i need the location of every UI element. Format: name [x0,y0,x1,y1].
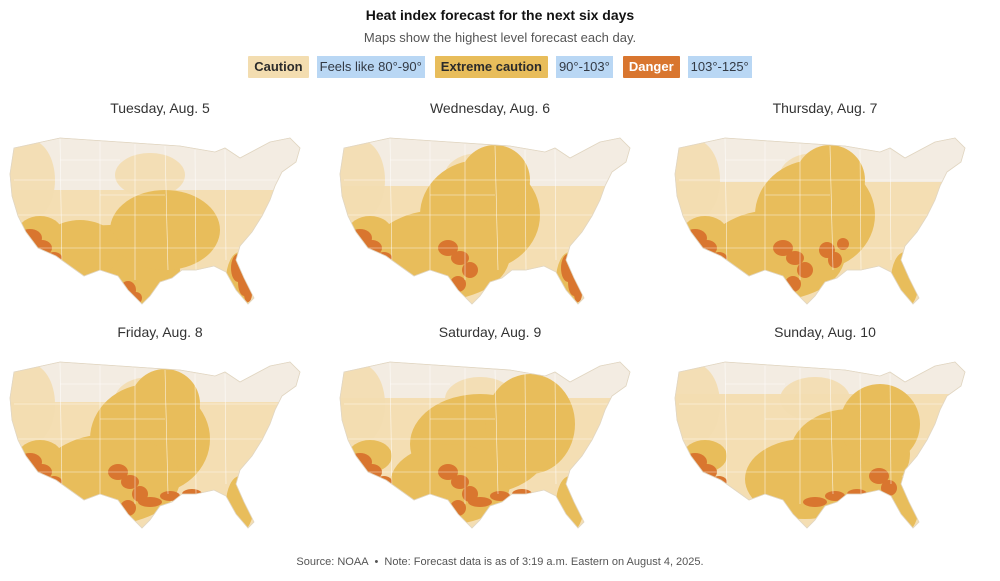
danger-area [711,252,727,264]
us-border [674,137,966,305]
legend-extreme-caution-range: 90°-103° [555,56,613,78]
state-border [554,373,557,485]
heat-layer [10,362,300,528]
legend-danger-range: 103°-125° [687,56,752,78]
state-border [554,149,557,261]
map-panel-3: Thursday, Aug. 7 [665,100,985,320]
map-panel-title: Saturday, Aug. 9 [438,324,542,340]
us-border [339,361,631,529]
us-map [9,137,301,305]
danger-area [490,491,510,501]
legend-item-danger: Danger 103°-125° [622,56,752,78]
us-map [339,361,631,529]
state-border [164,145,169,271]
state-border [889,373,892,485]
state-border [859,373,862,495]
extreme-caution-area [485,374,575,474]
state-border [224,149,227,261]
map-panel-1: Tuesday, Aug. 5 [0,100,320,320]
state-border [524,149,527,271]
legend: Caution Feels like 80°-90° Extreme cauti… [0,56,1000,78]
danger-area [462,262,478,278]
danger-area [711,476,727,488]
danger-area [138,497,162,507]
danger-area [803,497,827,507]
map-panel-title: Thursday, Aug. 7 [772,100,878,116]
danger-area [121,475,139,489]
us-map [9,361,301,529]
state-border [889,149,892,261]
state-border [494,369,499,495]
us-map [674,137,966,305]
us-border [674,361,966,529]
state-border [859,149,862,271]
us-map [339,137,631,305]
chart-subtitle: Maps show the highest level forecast eac… [363,30,637,45]
forecast-note: Note: Forecast data is as of 3:19 a.m. E… [384,556,704,568]
legend-item-extreme-caution: Extreme caution 90°-103° [434,56,613,78]
danger-area [828,252,842,268]
footer: Source: NOAA • Note: Forecast data is as o… [0,556,1000,568]
state-border [829,145,834,271]
state-border [194,149,197,271]
extreme-caution-area [745,439,865,519]
state-border [194,373,197,495]
danger-area [881,480,897,496]
source-note: Source: NOAA [296,556,369,568]
map-panel-title: Friday, Aug. 8 [117,324,203,340]
danger-area [468,497,492,507]
legend-danger-swatch: Danger [622,56,680,78]
danger-area [786,251,804,265]
danger-area [797,262,813,278]
caution-area [780,377,850,421]
chart-title: Heat index forecast for the next six day… [365,7,635,23]
map-panel-6: Sunday, Aug. 10 [665,324,985,544]
danger-area [451,475,469,489]
us-border [9,137,301,305]
danger-area [574,286,582,302]
extreme-caution-area [390,444,510,524]
legend-caution-swatch: Caution [248,56,309,78]
separator-dot: • [374,556,379,568]
danger-area [46,476,62,488]
map-panel-title: Tuesday, Aug. 5 [110,100,210,116]
map-panel-5: Saturday, Aug. 9 [330,324,650,544]
danger-area [160,491,180,501]
extreme-caution-area [110,190,220,270]
map-panel-title: Wednesday, Aug. 6 [429,100,551,116]
state-border [224,373,227,485]
danger-area [825,491,845,501]
legend-caution-range: Feels like 80°-90° [316,56,425,78]
extreme-caution-area [840,384,920,464]
state-border [494,145,499,271]
state-border [829,369,834,495]
danger-area [244,286,252,302]
caution-area [115,153,185,197]
danger-area [376,476,392,488]
danger-area [376,252,392,264]
legend-extreme-caution-swatch: Extreme caution [434,56,548,78]
us-map [674,361,966,529]
state-border [524,373,527,495]
map-panel-title: Sunday, Aug. 10 [774,324,876,340]
us-border [9,361,301,529]
us-border [339,137,631,305]
legend-item-caution: Caution Feels like 80°-90° [248,56,425,78]
danger-area [46,252,62,264]
danger-area [837,238,849,250]
map-panel-4: Friday, Aug. 8 [0,324,320,544]
state-border [164,369,169,495]
danger-area [451,251,469,265]
map-panel-2: Wednesday, Aug. 6 [330,100,650,320]
